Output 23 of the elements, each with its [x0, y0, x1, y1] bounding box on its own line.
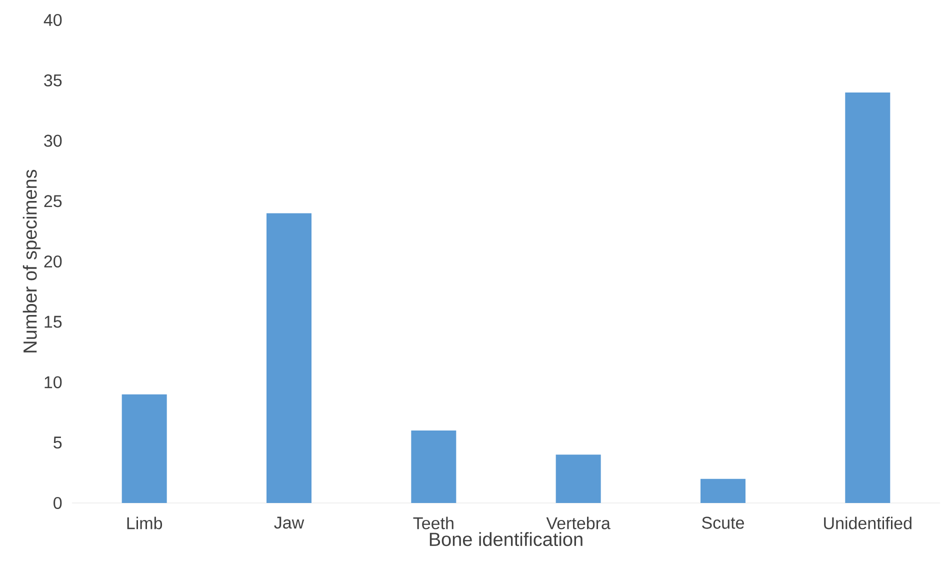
y-tick-label: 35 — [44, 74, 62, 86]
bar — [556, 454, 601, 503]
bar — [266, 213, 312, 503]
x-tick-label: Teeth — [413, 516, 454, 530]
bar — [845, 92, 890, 503]
bar — [411, 430, 456, 503]
y-tick-label: 5 — [54, 436, 62, 449]
bar — [122, 394, 167, 503]
x-tick-label: Jaw — [274, 516, 304, 529]
x-axis-title: Bone identification — [430, 532, 582, 546]
y-tick-label: 0 — [54, 496, 62, 510]
x-tick-label: Limb — [127, 516, 162, 530]
x-tick-label: Scute — [702, 516, 744, 529]
y-tick-label: 15 — [44, 316, 62, 328]
y-axis-title: Number of specimens — [22, 170, 41, 352]
bar — [700, 478, 746, 503]
y-tick-label: 25 — [44, 195, 62, 208]
x-tick-label: Unidentified — [824, 516, 912, 530]
y-tick-label: 10 — [44, 376, 62, 388]
x-tick-label: Vertebra — [546, 516, 610, 530]
y-tick-label: 40 — [44, 14, 62, 26]
y-tick-label: 20 — [44, 255, 62, 268]
y-tick-label: 30 — [44, 134, 62, 147]
